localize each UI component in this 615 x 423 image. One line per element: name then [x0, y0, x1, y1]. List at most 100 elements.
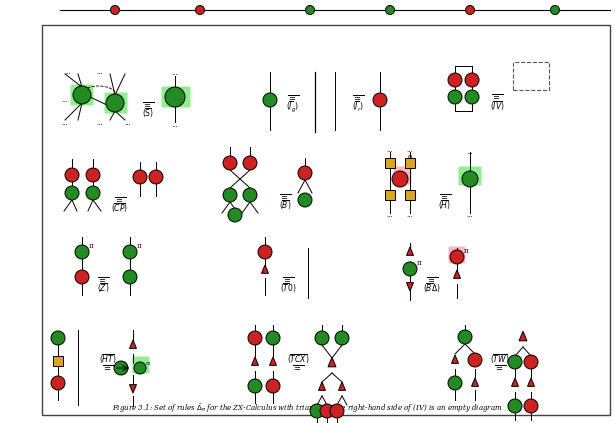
Circle shape [111, 5, 119, 14]
Polygon shape [519, 331, 527, 341]
Polygon shape [453, 270, 461, 278]
Text: $\overline{=}$: $\overline{=}$ [102, 364, 114, 372]
Circle shape [165, 87, 185, 107]
FancyBboxPatch shape [71, 85, 93, 105]
Circle shape [335, 331, 349, 345]
Circle shape [196, 5, 205, 14]
Text: ...: ... [387, 146, 394, 154]
Text: π: π [417, 259, 421, 267]
Circle shape [243, 156, 257, 170]
Text: $(\overline{HT})$: $(\overline{HT})$ [99, 352, 117, 366]
Circle shape [465, 73, 479, 87]
FancyBboxPatch shape [448, 247, 466, 264]
Circle shape [298, 193, 312, 207]
Circle shape [373, 93, 387, 107]
FancyBboxPatch shape [459, 167, 482, 186]
Circle shape [228, 208, 242, 222]
FancyBboxPatch shape [105, 93, 127, 113]
Circle shape [448, 73, 462, 87]
Text: $(\overline{TW})$: $(\overline{TW})$ [490, 352, 510, 366]
Circle shape [258, 245, 272, 259]
Circle shape [465, 90, 479, 104]
Bar [53, 356, 63, 366]
Text: $\overline{=}$: $\overline{=}$ [494, 364, 506, 372]
Circle shape [403, 262, 417, 276]
Text: ...: ... [172, 69, 178, 77]
Circle shape [51, 331, 65, 345]
Circle shape [123, 245, 137, 259]
Circle shape [508, 399, 522, 413]
Circle shape [263, 93, 277, 107]
Circle shape [248, 379, 262, 393]
Circle shape [223, 156, 237, 170]
FancyBboxPatch shape [132, 357, 149, 374]
Circle shape [86, 168, 100, 182]
Circle shape [134, 362, 146, 374]
Circle shape [51, 376, 65, 390]
Polygon shape [130, 340, 137, 349]
Text: ...: ... [467, 148, 474, 156]
Circle shape [133, 170, 147, 184]
Polygon shape [451, 355, 459, 363]
Bar [513, 62, 549, 90]
Text: α: α [397, 175, 403, 183]
FancyBboxPatch shape [394, 167, 411, 184]
Circle shape [86, 186, 100, 200]
Text: $\overline{=}$: $\overline{=}$ [97, 276, 109, 284]
Circle shape [266, 331, 280, 345]
Circle shape [448, 376, 462, 390]
Text: $\overline{=}$: $\overline{=}$ [426, 276, 438, 284]
Circle shape [508, 355, 522, 369]
Circle shape [123, 270, 137, 284]
Text: α: α [408, 153, 413, 161]
Polygon shape [338, 382, 346, 390]
Circle shape [310, 404, 324, 418]
Text: ...: ... [62, 96, 68, 104]
Text: $(\overline{T}0)$: $(\overline{T}0)$ [280, 281, 296, 295]
Circle shape [114, 361, 128, 375]
Text: π: π [89, 242, 93, 250]
Bar [405, 190, 415, 200]
Polygon shape [130, 385, 137, 393]
Polygon shape [328, 357, 336, 367]
Circle shape [75, 270, 89, 284]
Circle shape [462, 171, 478, 187]
Text: ...: ... [125, 119, 132, 127]
Polygon shape [528, 378, 534, 386]
Circle shape [223, 188, 237, 202]
Text: π: π [464, 247, 468, 255]
Circle shape [320, 404, 334, 418]
Circle shape [298, 166, 312, 180]
Text: $\overline{=}$: $\overline{=}$ [282, 276, 294, 284]
Text: ...: ... [65, 68, 71, 76]
Circle shape [524, 355, 538, 369]
Circle shape [306, 5, 314, 14]
Circle shape [106, 94, 124, 112]
Circle shape [550, 5, 560, 14]
Text: Figure 3.1: Set of rules $\bar{\Delta}_\pi$ for the ZX-Calculus with triangles. : Figure 3.1: Set of rules $\bar{\Delta}_\… [112, 403, 502, 415]
Circle shape [468, 353, 482, 367]
Text: $\overline{=}$: $\overline{=}$ [292, 364, 304, 372]
Circle shape [149, 170, 163, 184]
Polygon shape [319, 382, 325, 390]
Text: π: π [137, 242, 141, 250]
Text: $\overline{=}$: $\overline{=}$ [142, 101, 154, 110]
Text: $\overline{=}$: $\overline{=}$ [352, 93, 364, 102]
Text: $(\overline{Z})$: $(\overline{Z})$ [97, 281, 109, 295]
Bar [405, 158, 415, 168]
Circle shape [524, 399, 538, 413]
Text: α: α [79, 91, 85, 99]
Text: $\overline{=}$: $\overline{=}$ [287, 93, 299, 102]
Circle shape [315, 331, 329, 345]
Text: $(\overline{\rm S})$: $(\overline{\rm S})$ [142, 106, 154, 120]
Bar [385, 158, 395, 168]
Text: ...: ... [97, 68, 103, 76]
Polygon shape [269, 357, 277, 365]
Text: $\overline{=}$: $\overline{=}$ [279, 192, 291, 201]
Polygon shape [472, 378, 478, 386]
Circle shape [386, 5, 394, 14]
Polygon shape [261, 265, 269, 273]
Circle shape [266, 379, 280, 393]
Text: ...: ... [62, 119, 68, 127]
Circle shape [75, 245, 89, 259]
